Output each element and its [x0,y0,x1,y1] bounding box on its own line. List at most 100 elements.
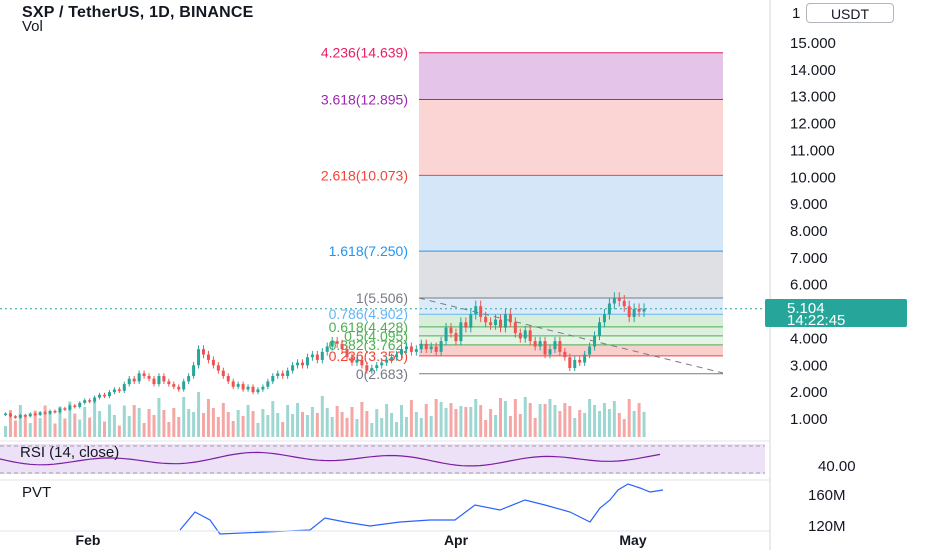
rsi-label[interactable]: RSI (14, close) [20,444,120,461]
candle-body [231,381,235,387]
candle-body [276,373,280,377]
candle-body [553,341,557,350]
candle-body [508,314,512,323]
candle-body [533,341,537,347]
volume-bar [122,405,126,437]
volume-bar [607,409,611,437]
volume-bar [162,410,166,437]
candle-body [390,357,394,360]
volume-bar [310,407,314,437]
candle-body [236,384,240,387]
pvt-label[interactable]: PVT [22,484,52,501]
volume-bar [231,421,235,437]
volume-bar [632,411,636,437]
volume-bar [147,409,151,437]
candle-body [117,389,121,391]
volume-bar [434,399,438,437]
volume-bar [474,399,478,437]
volume-bar [558,411,562,437]
volume-bar [112,415,116,437]
candle-body [13,416,17,418]
candle-body [88,400,92,402]
candle-body [202,349,205,355]
candle-body [607,303,611,315]
candle-body [38,412,42,415]
candle-body [33,413,37,416]
fib-zone [419,251,723,298]
candle-body [315,354,319,360]
volume-bar [68,401,72,437]
price-tick-label: 13.000 [790,89,836,106]
candle-body [414,349,418,352]
candle-body [310,354,314,358]
volume-bar [642,411,646,437]
candle-body [192,365,196,377]
volume-bar [325,408,329,437]
candle-body [370,367,374,371]
candle-body [518,333,522,339]
candle-body [177,386,181,390]
volume-bar [256,423,260,437]
volume-bar [93,400,97,437]
currency-prefix: 1 [792,5,801,22]
volume-bar [375,409,379,437]
volume-bar [578,410,582,437]
volume-bar [197,392,201,437]
volume-bar [602,403,606,437]
volume-bar [548,399,552,437]
volume-bar [335,406,339,437]
candle-body [330,341,334,347]
candle-body [499,319,502,328]
price-axis[interactable]: 15.00014.00013.00012.00011.00010.0009.00… [769,0,836,550]
candle-body [484,316,488,323]
candle-body [197,349,201,366]
volume-bar [172,408,176,437]
volume-bar [409,400,413,437]
candle-body [350,357,354,363]
volume-bar [637,403,641,437]
candle-body [380,362,384,366]
indicator-panes: 40.00 160M 120M Feb Apr May [0,440,856,548]
volume-bar [484,420,488,437]
rsi-axis-label: 40.00 [818,458,856,475]
currency-button[interactable]: USDT [806,3,894,23]
price-tick-label: 2.000 [790,384,828,401]
candle-body [469,314,473,328]
fib-level-label: 2.618(10.073) [321,167,408,183]
candle-body [355,359,359,363]
candle-body [107,392,111,397]
volume-bar [157,398,161,437]
volume-bar [38,418,42,437]
candle-body [211,359,215,366]
last-price-tag: 5.104 14:22:45 [765,299,907,329]
pvt-axis-label: 160M [808,487,846,504]
volume-bar [167,422,171,437]
time-tick-label: May [619,532,646,548]
candle-body [63,408,67,410]
volume-bar [360,402,364,437]
candle-body [360,359,364,366]
candle-body [83,400,87,403]
candle-body [172,384,176,387]
candle-body [28,413,32,417]
candle-body [93,397,97,402]
candle-body [345,349,349,358]
volume-bar [103,421,106,437]
volume-bar [533,418,537,437]
candle-body [320,351,324,360]
volume-bar [563,403,567,437]
volume-bar [513,399,517,437]
fib-extension-tool[interactable]: 4.236(14.639) 3.618(12.895) 2.618(10.073) 1… [0,45,770,382]
candle-body [474,306,478,315]
candle-body [271,376,275,382]
candle-body [216,365,220,371]
volume-bar [315,413,319,437]
candle-body [612,298,616,304]
volume-bar [380,418,384,437]
volume-bar [444,408,448,437]
volume-bar [390,413,394,437]
candle-body [157,376,161,385]
symbol-title[interactable]: SXP / TetherUS, 1D, BINANCE [22,4,254,21]
